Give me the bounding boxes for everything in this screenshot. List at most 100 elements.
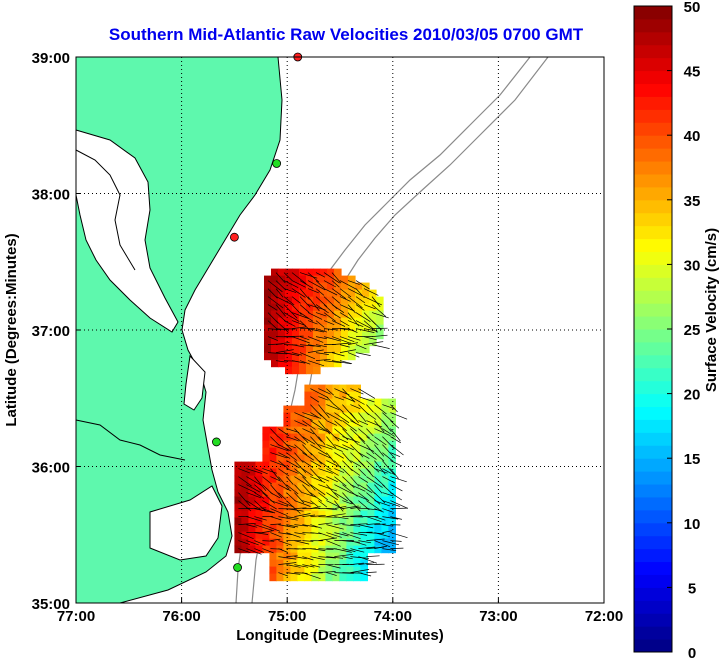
velocity-cell bbox=[276, 489, 284, 498]
velocity-cell bbox=[269, 440, 277, 449]
velocity-vector bbox=[275, 360, 287, 363]
velocity-cell bbox=[290, 496, 298, 505]
velocity-vector bbox=[347, 296, 363, 309]
velocity-vector bbox=[382, 492, 394, 497]
velocity-vector bbox=[294, 532, 306, 535]
velocity-vector bbox=[350, 460, 361, 467]
velocity-vector bbox=[278, 476, 290, 490]
velocity-cell bbox=[264, 317, 272, 326]
velocity-cell bbox=[318, 461, 326, 470]
velocity-cell bbox=[367, 440, 375, 449]
velocity-cell bbox=[348, 282, 356, 291]
velocity-vector bbox=[342, 396, 355, 402]
velocity-vector bbox=[334, 548, 352, 553]
velocity-cell bbox=[346, 538, 354, 547]
y-tick-label: 39:00 bbox=[32, 50, 70, 67]
velocity-cell bbox=[304, 475, 312, 484]
velocity-vector bbox=[278, 452, 291, 459]
velocity-vector bbox=[382, 516, 399, 520]
velocity-vector bbox=[294, 524, 309, 527]
velocity-cell bbox=[311, 517, 319, 526]
velocity-cell bbox=[360, 440, 368, 449]
velocity-cell bbox=[339, 496, 347, 505]
velocity-cell bbox=[283, 440, 291, 449]
velocity-cell bbox=[262, 468, 270, 477]
velocity-vector bbox=[307, 296, 320, 312]
x-tick-label: 72:00 bbox=[585, 608, 623, 625]
velocity-vector bbox=[366, 468, 374, 478]
velocity-cell bbox=[292, 338, 300, 347]
velocity-cell bbox=[304, 524, 312, 533]
colorbar-swatch bbox=[634, 380, 672, 395]
velocity-cell bbox=[339, 405, 347, 414]
velocity-cell bbox=[248, 468, 256, 477]
velocity-vector bbox=[374, 428, 391, 437]
velocity-vector bbox=[382, 484, 393, 494]
velocity-cell bbox=[341, 275, 349, 284]
velocity-vector bbox=[275, 328, 289, 331]
velocity-cell bbox=[325, 433, 333, 442]
velocity-cell bbox=[346, 475, 354, 484]
velocity-cell bbox=[299, 317, 307, 326]
velocity-vector bbox=[286, 555, 298, 557]
velocity-cell bbox=[311, 433, 319, 442]
velocity-cell bbox=[360, 398, 368, 407]
colorbar-swatch bbox=[634, 393, 672, 408]
velocity-vector bbox=[366, 555, 380, 557]
velocity-vector bbox=[318, 516, 338, 518]
colorbar: 0 5 10 15 20 25 30 35 40 45 50 bbox=[633, 0, 701, 659]
velocity-cell bbox=[341, 310, 349, 319]
velocity-vector bbox=[267, 280, 283, 293]
colorbar-swatch bbox=[634, 445, 672, 459]
velocity-vector bbox=[315, 312, 327, 317]
velocity-cell bbox=[292, 366, 300, 375]
velocity-cell bbox=[374, 503, 382, 512]
velocity-vector bbox=[310, 476, 326, 484]
colorbar-swatch bbox=[634, 109, 672, 123]
velocity-vector bbox=[350, 548, 365, 553]
velocity-vector bbox=[291, 352, 303, 356]
velocity-cell bbox=[346, 433, 354, 442]
colorbar-swatch bbox=[634, 613, 672, 627]
velocity-cell bbox=[325, 503, 333, 512]
velocity-vector bbox=[347, 280, 360, 285]
colorbar-tick-label: 0 bbox=[688, 645, 696, 659]
velocity-cell bbox=[353, 496, 361, 505]
velocity-vector bbox=[310, 468, 323, 482]
velocity-vector bbox=[267, 296, 284, 309]
velocity-cell bbox=[306, 289, 314, 298]
velocity-vector bbox=[350, 532, 368, 536]
velocity-vector bbox=[291, 280, 306, 288]
velocity-vector bbox=[374, 492, 386, 504]
velocity-cell bbox=[292, 289, 300, 298]
velocity-cell bbox=[367, 482, 375, 491]
velocity-cell bbox=[255, 496, 263, 505]
velocity-vector bbox=[355, 296, 366, 304]
velocity-cell bbox=[332, 524, 340, 533]
velocity-cell bbox=[325, 391, 333, 400]
velocity-vector bbox=[294, 484, 303, 494]
velocity-vector bbox=[358, 556, 378, 564]
velocity-vector bbox=[358, 436, 366, 445]
pamlico-sound bbox=[149, 485, 223, 561]
y-tick-label: 35:00 bbox=[32, 596, 70, 613]
velocity-vector bbox=[318, 452, 331, 459]
velocity-cell bbox=[299, 352, 307, 361]
velocity-cell bbox=[346, 426, 354, 435]
velocity-cell bbox=[234, 468, 242, 477]
velocity-vector bbox=[358, 428, 370, 439]
velocity-vector bbox=[310, 564, 321, 568]
velocity-cell bbox=[374, 433, 382, 442]
velocity-vector bbox=[310, 500, 319, 508]
velocity-vector bbox=[363, 304, 376, 310]
velocity-cell bbox=[299, 289, 307, 298]
velocity-cell bbox=[311, 426, 319, 435]
velocity-cell bbox=[304, 426, 312, 435]
colorbar-tick-label: 40 bbox=[684, 128, 701, 145]
velocity-cell bbox=[332, 545, 340, 554]
velocity-cell bbox=[264, 289, 272, 298]
velocity-vector bbox=[382, 436, 395, 450]
velocity-vector bbox=[363, 328, 378, 332]
x-axis-ticks: 77:00 76:00 75:00 74:00 73:00 72:00 bbox=[57, 598, 623, 625]
velocity-vector bbox=[294, 436, 306, 445]
